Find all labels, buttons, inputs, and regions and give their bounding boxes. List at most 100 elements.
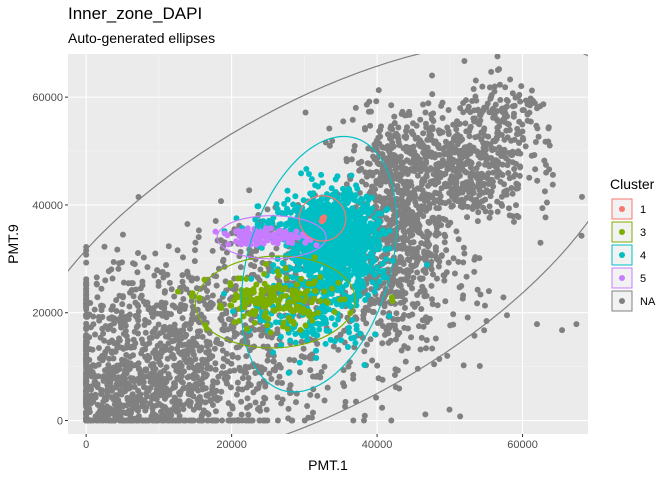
point: [174, 247, 181, 254]
point: [258, 290, 265, 297]
point: [482, 208, 489, 215]
point: [179, 254, 186, 261]
point: [367, 122, 374, 129]
point: [158, 299, 165, 306]
point: [83, 259, 90, 266]
point: [400, 261, 407, 268]
point: [220, 256, 227, 263]
point: [406, 149, 413, 156]
point: [444, 141, 451, 148]
point: [432, 335, 439, 342]
point: [532, 138, 539, 145]
point: [427, 150, 434, 157]
point: [439, 114, 446, 121]
point: [100, 373, 107, 380]
point: [90, 321, 97, 328]
point: [193, 285, 200, 292]
point: [203, 349, 210, 356]
point: [464, 203, 471, 210]
point: [417, 288, 424, 295]
point: [298, 275, 305, 282]
point: [167, 347, 174, 354]
point: [485, 170, 492, 177]
point: [420, 193, 427, 200]
point: [450, 121, 457, 128]
point: [380, 155, 387, 162]
point: [112, 384, 119, 391]
point: [93, 274, 100, 281]
point: [494, 66, 501, 73]
point: [374, 320, 381, 327]
point: [491, 83, 498, 90]
point: [261, 270, 268, 277]
point: [396, 245, 403, 252]
point: [181, 368, 188, 375]
point: [517, 98, 524, 105]
point: [209, 387, 216, 394]
point: [338, 337, 345, 344]
point: [507, 76, 514, 83]
point: [524, 117, 531, 124]
point: [471, 256, 478, 263]
point: [322, 340, 329, 347]
point: [532, 166, 539, 173]
point: [425, 218, 432, 225]
point: [398, 291, 405, 298]
point: [494, 208, 501, 215]
point: [259, 400, 266, 407]
point: [285, 369, 292, 376]
point: [416, 166, 423, 173]
point: [247, 261, 254, 268]
point: [176, 340, 183, 347]
point: [498, 131, 505, 138]
point: [420, 267, 427, 274]
point: [184, 374, 191, 381]
point: [361, 412, 368, 419]
point: [351, 143, 358, 150]
point: [83, 304, 90, 311]
point: [119, 301, 126, 308]
point: [353, 225, 360, 232]
point: [243, 325, 250, 332]
point: [157, 361, 164, 368]
point: [300, 345, 307, 352]
point: [491, 146, 498, 153]
point: [131, 328, 138, 335]
point: [218, 198, 225, 205]
point: [466, 160, 473, 167]
point: [130, 293, 137, 300]
point: [379, 404, 386, 411]
point: [256, 404, 263, 411]
point: [289, 308, 296, 315]
point: [468, 195, 475, 202]
point: [373, 98, 380, 105]
point: [469, 97, 476, 104]
point: [387, 162, 394, 169]
point: [357, 215, 364, 222]
point: [475, 106, 482, 113]
point: [352, 340, 359, 347]
point: [94, 294, 101, 301]
point: [337, 331, 344, 338]
point: [543, 199, 550, 206]
point: [273, 245, 280, 252]
point: [493, 134, 500, 141]
point: [545, 124, 552, 131]
point: [311, 295, 318, 302]
point: [323, 327, 330, 334]
point: [141, 322, 148, 329]
point: [514, 125, 521, 132]
point: [211, 345, 218, 352]
point: [460, 292, 467, 299]
point: [443, 247, 450, 254]
point: [186, 339, 193, 346]
point: [398, 347, 405, 354]
point: [241, 367, 248, 374]
point: [321, 363, 328, 370]
point: [190, 336, 197, 343]
point: [396, 329, 403, 336]
point: [494, 128, 501, 135]
point: [350, 375, 357, 382]
point: [505, 121, 512, 128]
point: [474, 119, 481, 126]
